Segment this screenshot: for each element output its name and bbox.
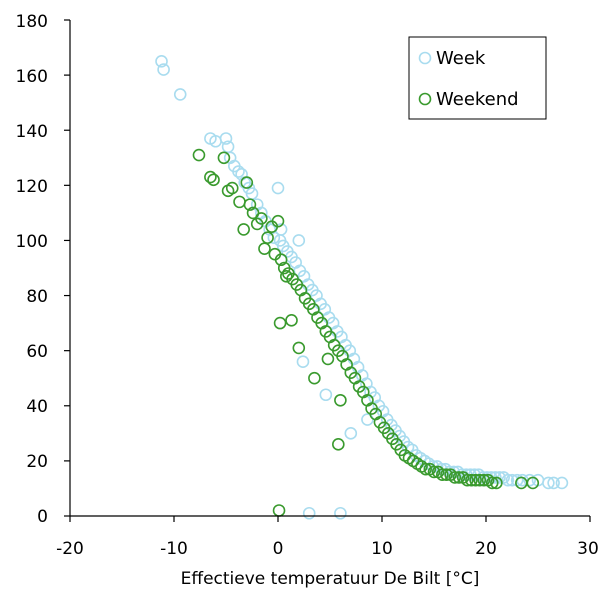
data-point-weekend xyxy=(419,462,432,476)
data-point-weekend xyxy=(334,393,347,407)
data-point-weekend xyxy=(240,176,254,189)
x-tick-label: 0 xyxy=(273,539,284,559)
data-point-weekend xyxy=(427,465,441,479)
x-tick-label: 20 xyxy=(475,539,497,559)
data-point-week xyxy=(334,506,347,520)
data-point-weekend xyxy=(207,173,220,187)
data-point-weekend xyxy=(272,504,286,517)
legend-label-weekend: Weekend xyxy=(436,89,519,110)
x-axis-title: Effectieve temperatuur De Bilt [°C] xyxy=(181,569,480,589)
data-point-weekend xyxy=(440,468,453,481)
data-point-weekend xyxy=(332,438,345,451)
data-point-weekend xyxy=(280,269,293,283)
data-point-weekend xyxy=(258,242,271,256)
data-point-weekend xyxy=(490,476,503,490)
y-tick-label: 180 xyxy=(16,12,48,32)
data-point-weekend xyxy=(274,253,288,267)
x-tick-label: 10 xyxy=(371,539,393,559)
data-point-weekend xyxy=(292,341,306,355)
data-point-weekend xyxy=(217,151,231,165)
series-weekend xyxy=(192,148,540,517)
data-point-weekend xyxy=(473,473,487,487)
data-point-weekend xyxy=(436,468,449,481)
data-point-week xyxy=(547,476,560,490)
x-tick-label: -10 xyxy=(160,539,188,559)
series-week xyxy=(155,55,569,520)
data-point-weekend xyxy=(271,214,285,228)
y-tick-label: 0 xyxy=(37,507,48,527)
legend-marker-week xyxy=(418,51,432,65)
data-point-weekend xyxy=(485,476,499,490)
data-point-weekend xyxy=(255,212,268,225)
data-point-weekend xyxy=(477,473,491,487)
data-point-weekend xyxy=(273,316,287,330)
data-point-weekend xyxy=(321,352,335,366)
y-tick-label: 40 xyxy=(26,397,48,417)
data-point-weekend xyxy=(285,314,298,327)
y-tick-label: 140 xyxy=(16,122,48,142)
data-point-week xyxy=(344,427,358,440)
data-point-week xyxy=(232,165,245,178)
data-point-week xyxy=(173,88,187,101)
data-point-weekend xyxy=(308,371,321,385)
y-tick-label: 20 xyxy=(26,452,48,472)
legend-box xyxy=(408,36,547,120)
legend: Week Weekend xyxy=(408,36,547,120)
data-point-weekend xyxy=(452,471,466,484)
data-point-week xyxy=(501,473,515,487)
legend-label-week: Week xyxy=(436,48,486,69)
x-tick-label: -20 xyxy=(56,539,84,559)
y-tick-label: 120 xyxy=(16,177,48,197)
data-point-weekend xyxy=(225,181,239,195)
data-point-weekend xyxy=(465,473,478,487)
data-point-weekend xyxy=(526,476,540,490)
y-tick-label: 100 xyxy=(16,232,48,252)
data-point-weekend xyxy=(233,195,246,209)
data-point-weekend xyxy=(243,198,257,211)
data-point-week xyxy=(157,63,170,76)
y-tick-label: 80 xyxy=(26,287,48,307)
data-point-week xyxy=(302,506,316,520)
data-point-week xyxy=(271,181,285,195)
data-point-week xyxy=(542,476,555,490)
data-point-week xyxy=(155,55,168,68)
x-tick-label: 30 xyxy=(577,539,599,559)
data-point-week xyxy=(219,132,233,145)
y-tick-label: 60 xyxy=(26,342,48,362)
data-point-weekend xyxy=(204,170,217,184)
data-point-week xyxy=(319,388,333,402)
data-point-week xyxy=(523,473,536,487)
data-point-weekend xyxy=(261,231,274,244)
data-point-weekend xyxy=(469,473,482,487)
legend-marker-weekend xyxy=(418,92,432,106)
data-point-weekend xyxy=(448,471,462,484)
plot-points xyxy=(155,55,569,520)
y-tick-label: 160 xyxy=(16,67,48,87)
axis-ticks xyxy=(64,19,591,522)
data-point-week xyxy=(292,234,306,247)
data-point-weekend xyxy=(237,223,250,236)
data-point-weekend xyxy=(460,473,474,487)
data-point-weekend xyxy=(192,148,206,162)
data-point-week xyxy=(555,476,569,490)
data-point-week xyxy=(296,355,310,368)
